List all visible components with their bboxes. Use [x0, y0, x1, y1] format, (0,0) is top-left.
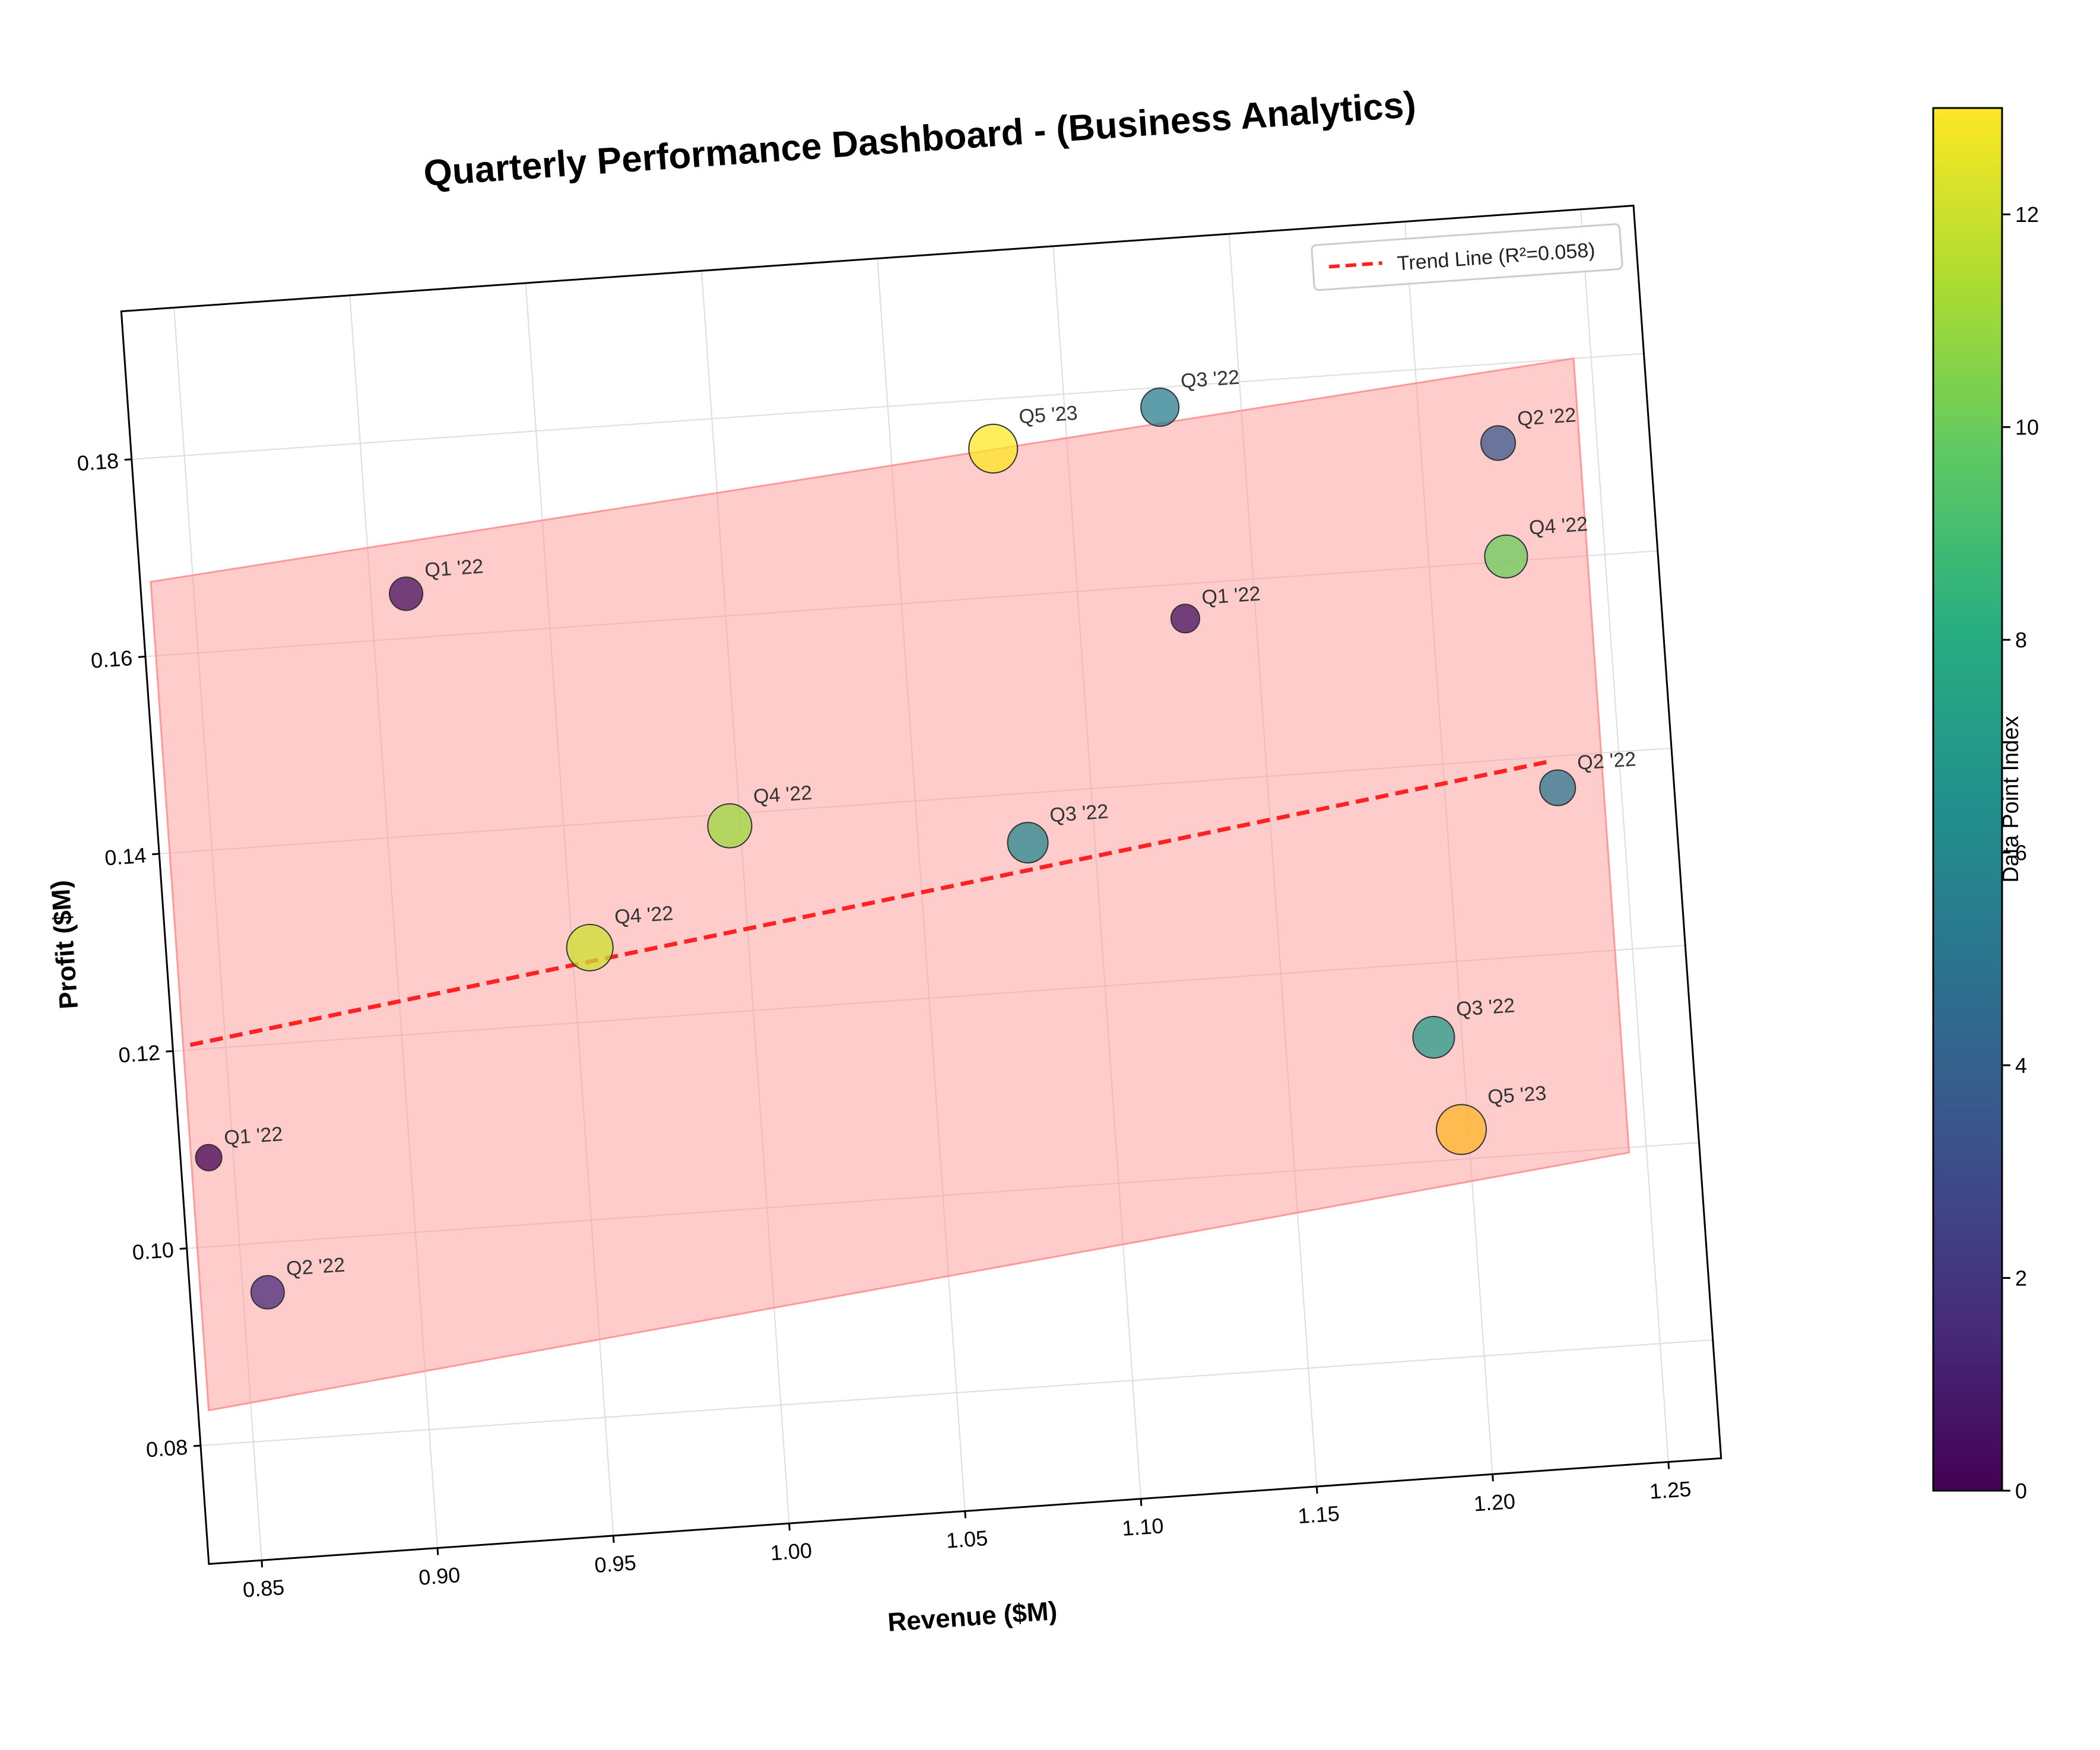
point-label: Q1 '22	[223, 1123, 284, 1149]
x-tick-mark	[964, 1511, 967, 1519]
y-tick-label: 0.12	[118, 1040, 161, 1068]
data-point	[250, 1275, 285, 1310]
y-tick-label: 0.16	[90, 646, 134, 673]
point-label: Q3 '22	[1049, 800, 1109, 827]
legend: Trend Line (R²=0.058)	[1311, 223, 1623, 291]
point-label: Q3 '22	[1455, 994, 1516, 1021]
x-tick-mark	[1667, 1462, 1670, 1469]
y-ticks: 0.08 0.10 0.12 0.14 0.16 0.18	[76, 449, 201, 1462]
y-axis-label: Profit ($M)	[46, 879, 84, 1010]
data-point	[1170, 604, 1200, 634]
y-tick-label: 0.08	[145, 1435, 189, 1462]
chart-title: Quarterly Performance Dashboard - (Busin…	[422, 84, 1417, 195]
point-label: Q1 '22	[424, 555, 484, 582]
data-point	[1480, 425, 1517, 461]
y-tick-mark	[166, 1050, 173, 1053]
y-tick-label: 0.18	[76, 449, 119, 476]
x-tick-label: 1.25	[1649, 1476, 1692, 1504]
trend-line-layer	[189, 760, 1549, 1047]
y-tick-label: 0.14	[104, 843, 147, 870]
colorbar-gradient	[1932, 107, 2003, 1492]
point-label: Q4 '22	[614, 902, 674, 929]
point-label: Q4 '22	[753, 782, 813, 808]
colorbar-ticks: 0 2 4 6 8 10 12	[2002, 202, 2039, 1503]
colorbar-tick-label: 0	[2015, 1479, 2027, 1503]
colorbar-tick-label: 12	[2015, 202, 2039, 227]
data-point	[1539, 769, 1576, 806]
y-tick-mark	[124, 458, 132, 461]
data-point	[707, 803, 753, 849]
data-point	[389, 576, 424, 611]
data-point	[968, 423, 1019, 474]
point-label: Q2 '22	[286, 1253, 346, 1280]
data-point	[566, 923, 614, 971]
x-axis-label: Revenue ($M)	[887, 1596, 1058, 1637]
colorbar-tick-label: 4	[2015, 1053, 2027, 1078]
y-gridline	[131, 352, 1644, 460]
colorbar-tick-label: 8	[2015, 628, 2027, 652]
legend-box	[1311, 223, 1623, 291]
x-tick-label: 0.95	[594, 1550, 637, 1577]
point-label: Q1 '22	[1201, 582, 1261, 609]
colorbar-tick-label: 2	[2015, 1266, 2027, 1291]
y-tick-label: 0.10	[131, 1237, 175, 1265]
legend-trend-swatch	[1328, 261, 1383, 269]
x-gridline	[1580, 209, 1669, 1462]
points-layer: Q1 '22 Q1 '22 Q1 '22 Q2 '22 Q2 '22 Q2 '22 Q3 '…	[195, 366, 1637, 1310]
x-tick-label: 1.10	[1121, 1513, 1165, 1541]
x-tick-label: 0.85	[242, 1575, 286, 1602]
colorbar-tick-label: 6	[2015, 841, 2027, 865]
x-tick-label: 1.20	[1473, 1489, 1516, 1516]
confidence-band-layer	[150, 357, 1630, 1412]
colorbar-label: Data Point Index	[1999, 716, 2023, 883]
x-tick-mark	[788, 1523, 791, 1531]
data-point	[1140, 388, 1180, 427]
point-label: Q2 '22	[1576, 748, 1637, 774]
y-tick-mark	[138, 655, 146, 658]
point-label: Q4 '22	[1528, 513, 1589, 539]
data-point	[1484, 534, 1528, 579]
point-label: Q3 '22	[1180, 366, 1241, 393]
x-tick-label: 1.00	[769, 1538, 813, 1565]
x-tick-mark	[436, 1548, 439, 1555]
y-gridline	[200, 1339, 1713, 1447]
colorbar: 0 2 4 6 8 10 12 Data Point Index	[1932, 107, 2039, 1503]
confidence-band	[150, 357, 1630, 1412]
data-point	[1436, 1104, 1487, 1155]
data-point	[195, 1144, 223, 1171]
point-label: Q5 '23	[1487, 1082, 1547, 1109]
x-tick-label: 0.90	[418, 1562, 461, 1590]
point-label: Q5 '23	[1018, 402, 1078, 428]
x-tick-label: 1.15	[1297, 1501, 1340, 1528]
y-tick-mark	[152, 853, 160, 856]
point-label: Q2 '22	[1517, 404, 1577, 430]
x-tick-label: 1.05	[946, 1526, 989, 1553]
data-point	[1412, 1015, 1455, 1059]
plot-area: Q1 '22 Q1 '22 Q1 '22 Q2 '22 Q2 '22 Q2 '22 Q3 '…	[46, 204, 1722, 1637]
x-ticks: 0.85 0.90 0.95 1.00 1.05 1.10 1.15 1.20 1.25	[242, 1462, 1692, 1602]
x-tick-mark	[612, 1535, 615, 1543]
trend-line	[189, 760, 1549, 1047]
data-point	[1007, 821, 1049, 863]
colorbar-tick-label: 10	[2015, 415, 2039, 440]
